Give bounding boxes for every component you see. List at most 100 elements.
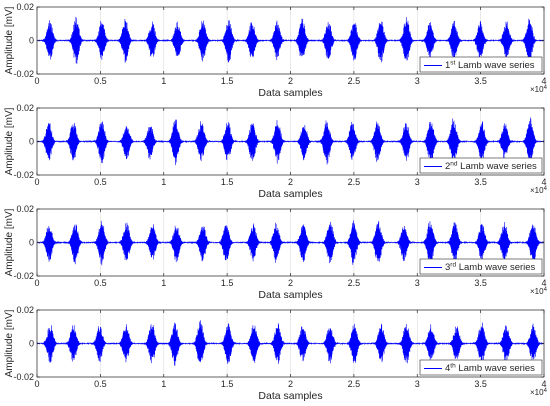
legend-box xyxy=(419,258,543,275)
legend: 4th Lamb wave series xyxy=(419,359,543,376)
legend-series-name: Lamb wave series xyxy=(458,161,537,172)
y-tick-label: 0.02 xyxy=(16,305,34,315)
x-exponent-base: ×10 xyxy=(530,388,544,397)
signal-series-line xyxy=(36,320,545,366)
y-tick-label: 0 xyxy=(29,339,34,349)
x-tick-label: 0.5 xyxy=(94,379,107,389)
x-tick-label: 0 xyxy=(34,278,39,288)
legend-ordinal-suffix: st xyxy=(450,60,455,67)
y-tick-label: 0 xyxy=(29,238,34,248)
legend-series-name: Lamb wave series xyxy=(456,262,535,273)
legend-ordinal: 2 xyxy=(445,161,450,172)
x-tick-label: 1 xyxy=(161,278,166,288)
x-tick-label: 4 xyxy=(541,278,546,288)
legend-ordinal: 3 xyxy=(445,262,450,273)
x-tick-label: 2 xyxy=(288,379,293,389)
y-tick-label: 0.02 xyxy=(16,2,34,12)
legend-ordinal-suffix: nd xyxy=(450,161,458,168)
x-tick-label: 1.5 xyxy=(221,278,234,288)
x-tick-label: 3 xyxy=(415,379,420,389)
x-exponent-label: ×104 xyxy=(530,85,548,94)
x-tick-label: 3.5 xyxy=(474,76,487,86)
legend: 1st Lamb wave series xyxy=(419,56,543,73)
x-tick-label: 3.5 xyxy=(474,379,487,389)
x-tick-label: 3 xyxy=(415,177,420,187)
y-tick-label: -0.02 xyxy=(13,170,34,180)
legend-box xyxy=(419,157,543,174)
x-tick-label: 1 xyxy=(161,379,166,389)
legend-label: 3rd Lamb wave series xyxy=(445,262,536,274)
x-tick-label: 0.5 xyxy=(94,278,107,288)
x-tick-label: 4 xyxy=(541,177,546,187)
x-exponent-label: ×104 xyxy=(530,388,548,397)
x-tick-label: 3.5 xyxy=(474,177,487,187)
x-exponent-power: 4 xyxy=(544,85,548,91)
x-exponent-base: ×10 xyxy=(530,85,544,94)
x-tick-label: 0 xyxy=(34,177,39,187)
x-tick-label: 2 xyxy=(288,76,293,86)
y-axis-label: Amplitude [mV] xyxy=(4,309,15,377)
signal-series-line xyxy=(36,220,545,266)
x-axis-label: Data samples xyxy=(258,390,322,402)
legend-series-name: Lamb wave series xyxy=(455,60,534,71)
signal-series-line xyxy=(36,117,545,166)
x-tick-label: 2 xyxy=(288,177,293,187)
legend-ordinal: 4 xyxy=(445,363,450,374)
x-tick-label: 2 xyxy=(288,278,293,288)
y-tick-label: 0 xyxy=(29,137,34,147)
legend-series-name: Lamb wave series xyxy=(456,363,535,374)
y-axis-label: Amplitude [mV] xyxy=(4,107,15,175)
y-tick-label: -0.02 xyxy=(13,372,34,382)
x-tick-label: 2.5 xyxy=(348,76,361,86)
x-exponent-power: 4 xyxy=(544,388,548,394)
y-axis-label: Amplitude [mV] xyxy=(4,208,15,276)
legend-box xyxy=(419,359,543,376)
x-exponent-power: 4 xyxy=(544,287,548,293)
legend-ordinal-suffix: rd xyxy=(450,262,456,269)
x-tick-label: 1.5 xyxy=(221,76,234,86)
x-exponent-label: ×104 xyxy=(530,186,548,195)
legend: 3rd Lamb wave series xyxy=(419,258,543,275)
y-tick-label: -0.02 xyxy=(13,69,34,79)
x-axis-label: Data samples xyxy=(258,289,322,301)
x-tick-label: 4 xyxy=(541,379,546,389)
x-tick-label: 0.5 xyxy=(94,76,107,86)
x-exponent-base: ×10 xyxy=(530,186,544,195)
x-tick-label: 4 xyxy=(541,76,546,86)
legend: 2nd Lamb wave series xyxy=(419,157,543,174)
x-tick-label: 3 xyxy=(415,76,420,86)
legend-label: 1st Lamb wave series xyxy=(445,60,535,72)
x-tick-label: 0 xyxy=(34,76,39,86)
x-tick-label: 0 xyxy=(34,379,39,389)
x-tick-label: 1 xyxy=(161,177,166,187)
x-tick-label: 0.5 xyxy=(94,177,107,187)
x-tick-label: 3.5 xyxy=(474,278,487,288)
x-exponent-power: 4 xyxy=(544,186,548,192)
x-axis-label: Data samples xyxy=(258,188,322,200)
y-tick-label: 0.02 xyxy=(16,204,34,214)
x-tick-label: 3 xyxy=(415,278,420,288)
x-tick-label: 1.5 xyxy=(221,379,234,389)
legend-ordinal-suffix: th xyxy=(450,363,456,370)
x-tick-label: 1 xyxy=(161,76,166,86)
x-exponent-label: ×104 xyxy=(530,287,548,296)
y-tick-label: 0.02 xyxy=(16,103,34,113)
legend-label: 2nd Lamb wave series xyxy=(445,161,537,173)
signal-series-line xyxy=(36,16,545,64)
legend-ordinal: 1 xyxy=(445,60,450,71)
x-tick-label: 2.5 xyxy=(348,278,361,288)
x-tick-label: 2.5 xyxy=(348,177,361,187)
x-exponent-base: ×10 xyxy=(530,287,544,296)
x-tick-label: 1.5 xyxy=(221,177,234,187)
y-tick-label: 0 xyxy=(29,36,34,46)
y-tick-label: -0.02 xyxy=(13,271,34,281)
x-tick-label: 2.5 xyxy=(348,379,361,389)
legend-label: 4th Lamb wave series xyxy=(445,363,535,375)
legend-box xyxy=(419,56,543,73)
x-axis-label: Data samples xyxy=(258,87,322,99)
